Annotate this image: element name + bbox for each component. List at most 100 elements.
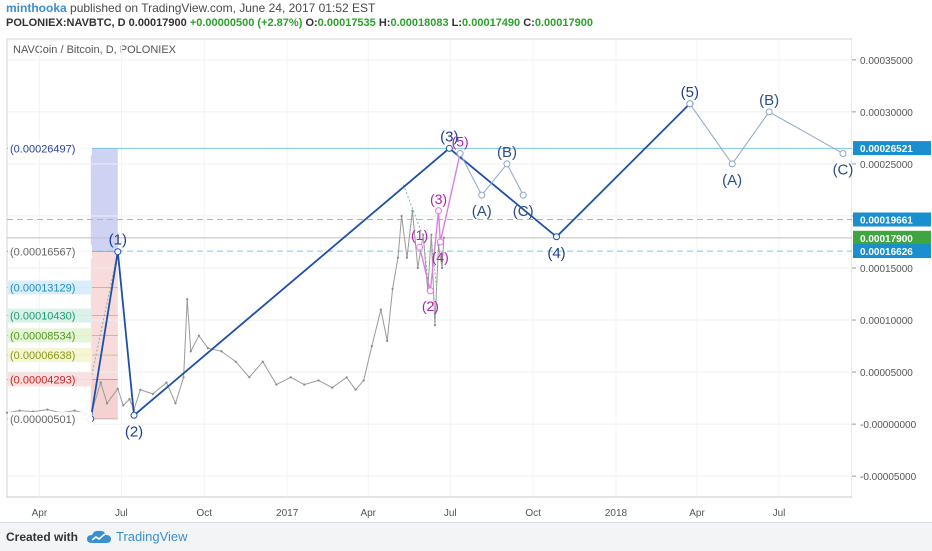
- created-with-text: Created with: [6, 530, 79, 544]
- price-point: [73, 409, 76, 412]
- corrective-abc-second-point: [686, 100, 694, 108]
- price-point: [433, 324, 437, 327]
- corrective-abc-second-point: [728, 160, 736, 168]
- price-point: [5, 411, 9, 414]
- price-change: +0.00000500 (+2.87%): [189, 17, 303, 29]
- fib-level-label-box: [8, 348, 92, 363]
- x-tick-label: Apr: [689, 508, 705, 519]
- open-value: 0.00017535: [317, 17, 376, 29]
- price-point: [354, 388, 357, 391]
- price-point: [46, 408, 49, 411]
- close-label: C:: [523, 17, 535, 29]
- price-point: [275, 383, 278, 386]
- minor-wave-point: [416, 243, 424, 251]
- price-point: [116, 387, 119, 390]
- minor-wave-label: (2): [422, 298, 439, 314]
- primary-wave-line: [89, 103, 691, 420]
- low-value: 0.00017490: [462, 17, 521, 29]
- price-point: [174, 402, 177, 405]
- price-point: [345, 376, 348, 379]
- price-point: [441, 266, 444, 270]
- corrective-abc-second-label: (C): [833, 162, 854, 179]
- y-tick-label: -0.00005000: [860, 472, 917, 483]
- corrective-abc-second-label: (A): [722, 172, 742, 189]
- open-label: O:: [305, 17, 318, 29]
- price-point: [234, 360, 237, 363]
- price-label-box: [853, 244, 931, 259]
- y-tick-label: 0.00015000: [860, 264, 913, 275]
- corrective-abc-first-label: (C): [513, 203, 534, 220]
- helper-line: [90, 251, 119, 381]
- price-point: [182, 376, 185, 379]
- symbol-text: POLONIEX:NAVBTC, D: [6, 17, 126, 29]
- price-point: [220, 350, 223, 353]
- y-tick-label: -0.00000000: [860, 420, 917, 431]
- minor-wave-point: [426, 287, 434, 295]
- primary-wave-label: (4): [547, 245, 565, 262]
- price-point: [317, 379, 320, 382]
- published-text: published on TradingView.com, June 24, 2…: [70, 1, 376, 15]
- minor-wave-label: (5): [452, 134, 469, 150]
- price-point: [416, 266, 419, 270]
- price-point: [400, 214, 403, 218]
- x-tick-label: Apr: [360, 508, 376, 519]
- primary-wave-label: (3): [440, 128, 458, 145]
- fib-level-label-box: [8, 308, 92, 323]
- price-point: [303, 383, 306, 386]
- y-tick-label: 0.00005000: [860, 368, 913, 379]
- price-point: [197, 334, 200, 337]
- y-tick-label: 0.00035000: [860, 56, 913, 67]
- primary-wave-label: (5): [681, 84, 699, 101]
- price-point: [391, 287, 394, 290]
- primary-wave-point: [553, 233, 561, 241]
- price-point: [430, 233, 433, 236]
- corrective-abc-first-point: [456, 150, 464, 157]
- price-point: [370, 344, 373, 348]
- price-series-line: [6, 210, 445, 416]
- price-label-box: [853, 230, 931, 245]
- low-label: L:: [451, 17, 463, 29]
- price-point: [122, 404, 125, 407]
- price-point: [396, 256, 400, 259]
- price-axis-background: [852, 39, 932, 497]
- fib-level-label-box: [8, 244, 92, 259]
- primary-wave-point: [445, 144, 453, 152]
- price-chart[interactable]: NAVCoin / Bitcoin, D, POLONIEX (1) (2) (3)…: [0, 35, 932, 525]
- chart-frame[interactable]: NAVCoin / Bitcoin, D, POLONIEX (1) (2) (3)…: [0, 35, 932, 525]
- x-tick-label: Jul: [773, 508, 786, 519]
- publisher-line: minthooka published on TradingView.com, …: [6, 1, 375, 15]
- primary-wave-label: (2): [125, 423, 143, 440]
- price-point: [165, 381, 168, 384]
- price-label: 0.00026521: [860, 144, 913, 155]
- price-label: 0.00017900: [860, 234, 913, 245]
- price-point: [386, 339, 389, 342]
- x-tick-label: 2017: [276, 508, 299, 519]
- corrective-abc-first-point: [519, 191, 527, 199]
- primary-wave-point: [114, 248, 122, 256]
- fib-level-label: (0.00004293): [10, 374, 75, 386]
- price-point: [186, 298, 189, 301]
- price-point: [18, 409, 21, 412]
- price-label: 0.00019661: [860, 215, 913, 226]
- x-tick-label: Oct: [197, 508, 213, 519]
- footer-bar: Created with TradingView: [0, 522, 932, 551]
- corrective-abc-first-label: (B): [497, 144, 517, 161]
- fib-level-label: (0.00008534): [10, 330, 75, 342]
- fib-zone-band: [90, 148, 118, 252]
- price-label-box: [853, 141, 931, 156]
- corrective-abc-first-point: [478, 191, 486, 199]
- corrective-abc-first-label: (A): [472, 203, 492, 220]
- tradingview-brand[interactable]: TradingView: [116, 529, 188, 544]
- y-tick-label: 0.00010000: [860, 316, 913, 327]
- y-tick-label: 0.00025000: [860, 160, 913, 171]
- x-tick-label: Jul: [115, 508, 128, 519]
- price-point: [248, 376, 251, 379]
- fib-level-label: (0.00006638): [10, 350, 75, 362]
- price-point: [151, 392, 155, 396]
- author-link[interactable]: minthooka: [6, 1, 67, 15]
- high-value: 0.00018083: [390, 17, 449, 29]
- fib-level-label: (0.00026497): [10, 143, 75, 155]
- price-point: [405, 256, 409, 259]
- minor-wave-point: [435, 207, 443, 215]
- y-tick-label: 0.00030000: [860, 108, 913, 119]
